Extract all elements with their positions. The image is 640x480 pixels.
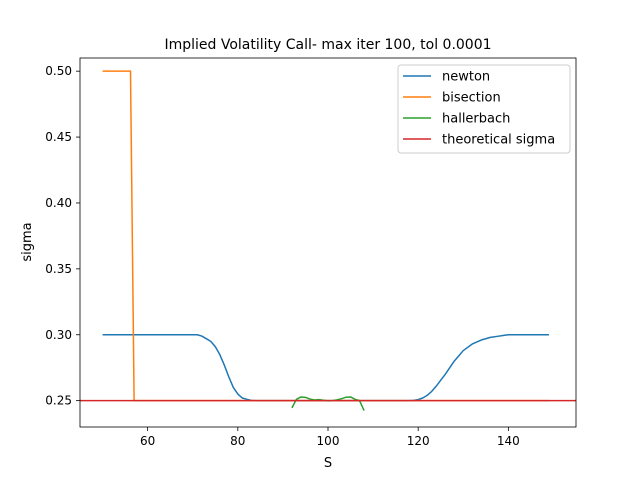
- y-tick-label: 0.25: [45, 394, 72, 408]
- series-layer: [80, 70, 576, 411]
- x-axis: 60 80 100 120 140: [140, 427, 520, 448]
- y-tick-label: 0.45: [45, 130, 72, 144]
- y-tick-label: 0.50: [45, 64, 72, 78]
- x-axis-label: S: [324, 456, 332, 471]
- x-tick-label: 100: [317, 434, 340, 448]
- x-tick-label: 140: [497, 434, 520, 448]
- legend-label-newton: newton: [442, 70, 490, 85]
- x-tick-label: 80: [230, 434, 245, 448]
- chart-title: Implied Volatility Call- max iter 100, t…: [164, 37, 491, 53]
- legend-label-theoretical-sigma: theoretical sigma: [442, 133, 555, 148]
- y-tick-label: 0.40: [45, 196, 72, 210]
- legend: newton bisection hallerbach theoretical sig…: [397, 64, 571, 154]
- y-axis-label: sigma: [20, 222, 35, 261]
- y-axis: 0.25 0.30 0.35 0.40 0.45 0.50: [45, 64, 80, 408]
- y-tick-label: 0.30: [45, 328, 72, 342]
- legend-label-hallerbach: hallerbach: [442, 112, 510, 127]
- y-tick-label: 0.35: [45, 262, 72, 276]
- legend-box: [397, 64, 571, 154]
- legend-label-bisection: bisection: [442, 91, 501, 106]
- x-tick-label: 120: [407, 434, 430, 448]
- x-tick-label: 60: [140, 434, 155, 448]
